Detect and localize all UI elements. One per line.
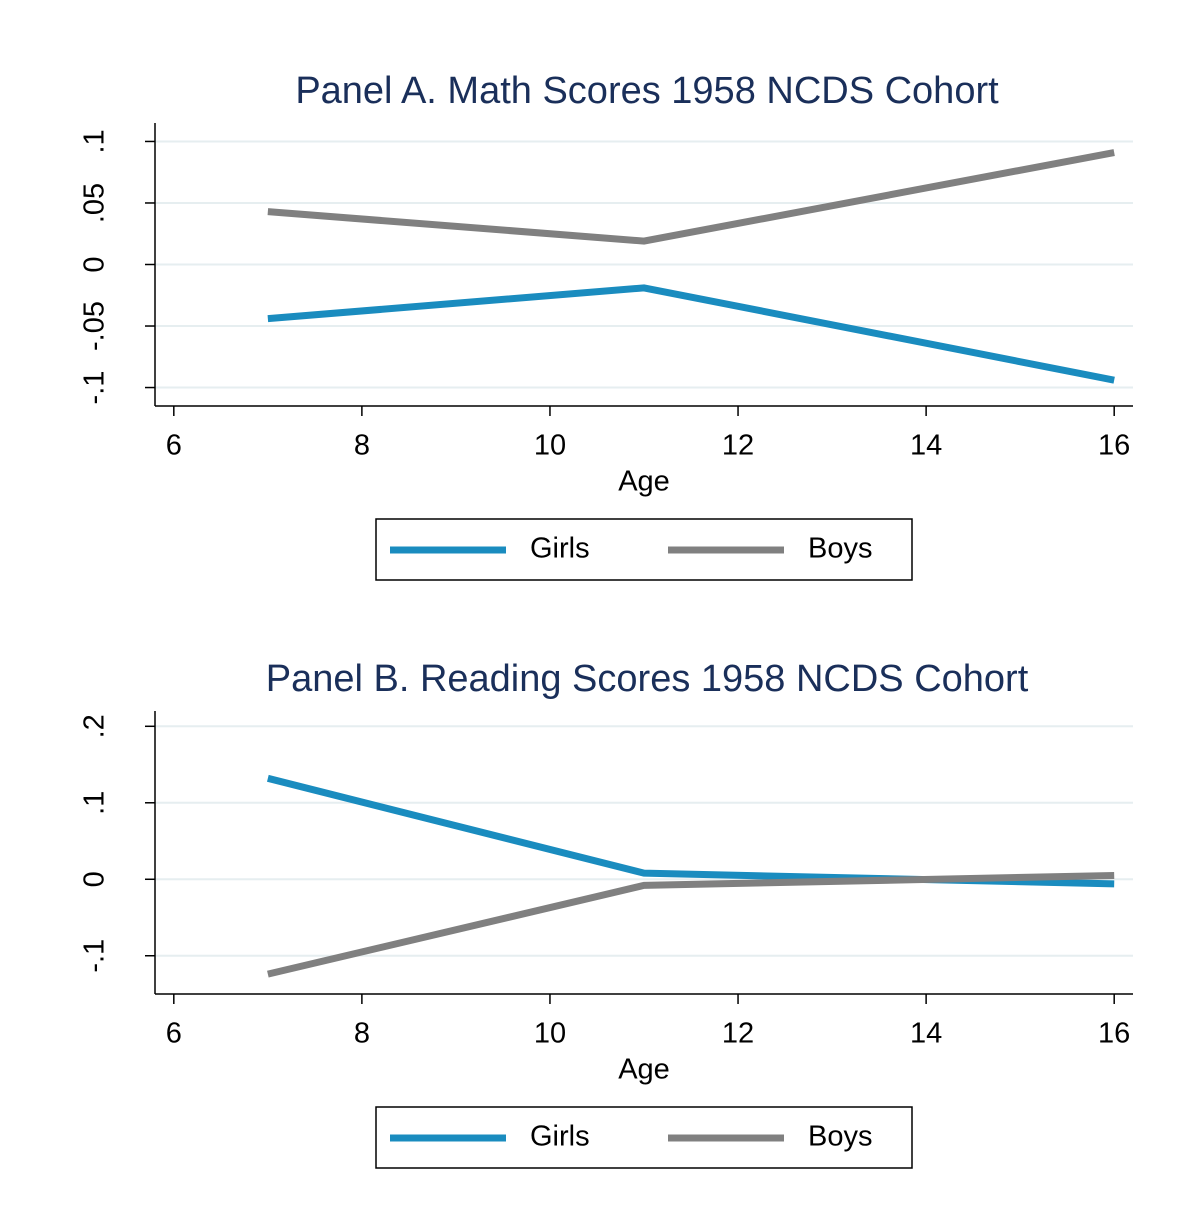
y-tick-label: -.1 bbox=[79, 371, 111, 405]
x-tick-label: 10 bbox=[534, 1018, 566, 1050]
x-tick-label: 12 bbox=[722, 1018, 754, 1050]
series-line bbox=[267, 284, 1115, 384]
legend-label: Girls bbox=[530, 1121, 590, 1153]
x-tick-label: 12 bbox=[722, 430, 754, 462]
x-tick-label: 8 bbox=[354, 430, 370, 462]
y-tick-label: -.1 bbox=[79, 939, 111, 973]
y-tick-label: -.05 bbox=[79, 301, 111, 351]
x-tick-label: 14 bbox=[910, 430, 942, 462]
x-tick-label: 8 bbox=[354, 1018, 370, 1050]
x-tick-label: 6 bbox=[166, 1018, 182, 1050]
x-tick-label: 14 bbox=[910, 1018, 942, 1050]
series-line bbox=[267, 871, 1115, 978]
legend-label: Boys bbox=[808, 533, 872, 565]
series-line bbox=[266, 774, 1115, 888]
legend-box bbox=[375, 518, 913, 581]
y-tick-label: .1 bbox=[79, 129, 111, 153]
chart-title: Panel A. Math Scores 1958 NCDS Cohort bbox=[295, 70, 999, 112]
legend-label: Boys bbox=[808, 1121, 872, 1153]
y-tick-label: .1 bbox=[79, 791, 111, 815]
x-tick-label: 16 bbox=[1098, 430, 1130, 462]
y-tick-label: 0 bbox=[79, 256, 111, 272]
series-line bbox=[267, 149, 1115, 245]
chart-title: Panel B. Reading Scores 1958 NCDS Cohort bbox=[266, 658, 1029, 700]
x-axis-label: Age bbox=[618, 1054, 670, 1086]
y-tick-label: 0 bbox=[79, 871, 111, 887]
y-tick-label: .2 bbox=[79, 714, 111, 738]
x-axis-label: Age bbox=[618, 466, 670, 498]
x-tick-label: 10 bbox=[534, 430, 566, 462]
x-tick-label: 16 bbox=[1098, 1018, 1130, 1050]
legend-label: Girls bbox=[530, 533, 590, 565]
y-tick-label: .05 bbox=[79, 183, 111, 223]
x-tick-label: 6 bbox=[166, 430, 182, 462]
